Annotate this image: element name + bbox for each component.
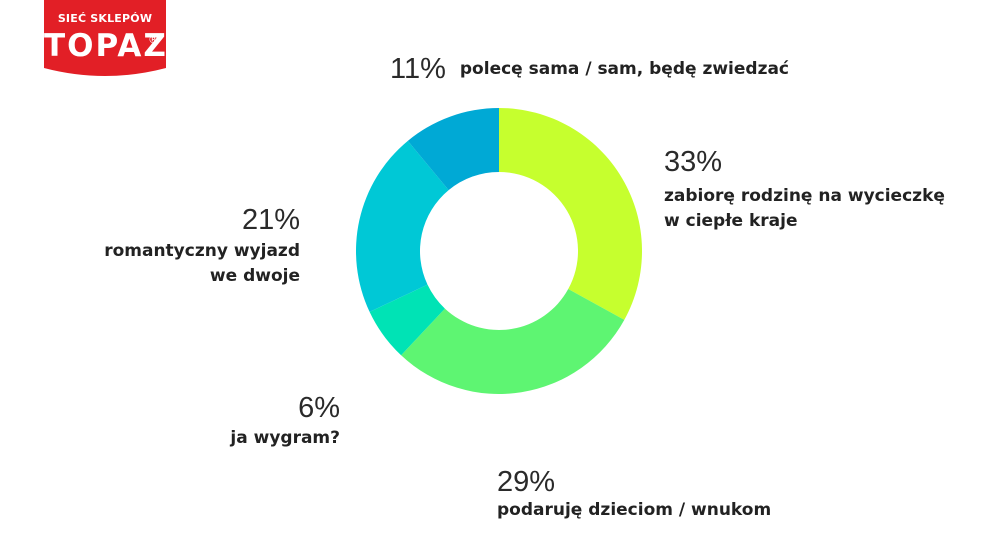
pct-label: 6% bbox=[298, 392, 340, 424]
label-slice-2: 29% podaruję dzieciom / wnukom bbox=[497, 466, 771, 523]
logo-badge bbox=[44, 0, 166, 76]
logo-tagline: SIEĆ SKLEPÓW bbox=[57, 12, 153, 25]
donut-slice-1 bbox=[499, 108, 642, 320]
donut-slice-4 bbox=[356, 140, 449, 312]
pct-label: 21% bbox=[241, 204, 300, 236]
label-slice-5: 11% polecę sama / sam, będę zwiedzać bbox=[390, 53, 789, 85]
pct-label: 33% bbox=[664, 146, 723, 178]
caption-line: romantyczny wyjazd bbox=[104, 241, 300, 261]
caption-line: podaruję dzieciom / wnukom bbox=[497, 500, 772, 520]
donut-slice-5 bbox=[407, 108, 499, 191]
pct-label: 29% bbox=[497, 466, 556, 498]
caption-line: we dwoje bbox=[209, 266, 300, 286]
topaz-logo: SIEĆ SKLEPÓW TOPAZ ® bbox=[44, 0, 166, 80]
caption-line: ja wygram? bbox=[230, 428, 340, 448]
caption-line: polecę sama / sam, będę zwiedzać bbox=[459, 58, 790, 79]
donut-slice-2 bbox=[401, 289, 625, 394]
logo-registered-mark: ® bbox=[148, 33, 159, 46]
label-slice-3: 6% ja wygram? bbox=[230, 392, 340, 451]
label-slice-1: 33% zabiorę rodzinę na wycieczkę w ciepł… bbox=[664, 146, 945, 234]
caption-line: w ciepłe kraje bbox=[664, 211, 798, 231]
caption-line: zabiorę rodzinę na wycieczkę bbox=[664, 186, 945, 206]
label-slice-4: 21% romantyczny wyjazd we dwoje bbox=[104, 204, 300, 289]
logo-name: TOPAZ bbox=[44, 28, 168, 64]
donut-slice-3 bbox=[369, 284, 445, 356]
pct-label: 11% bbox=[390, 53, 446, 85]
